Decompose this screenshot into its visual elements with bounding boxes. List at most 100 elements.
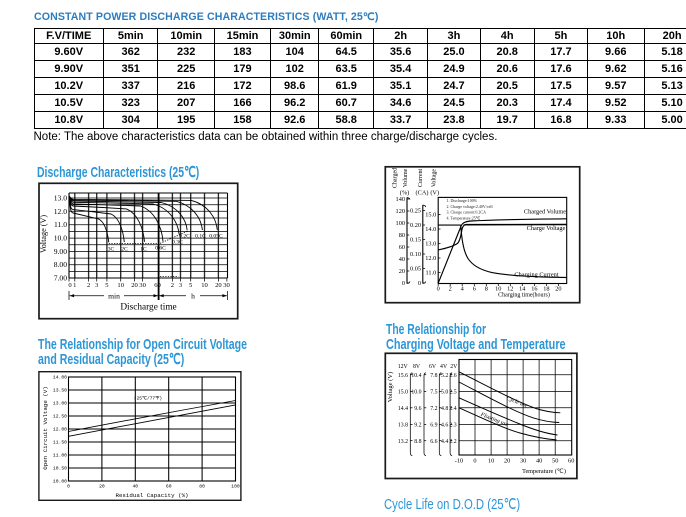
svg-text:8: 8	[485, 285, 488, 292]
svg-text:0.1C: 0.1C	[195, 234, 206, 240]
svg-text:9.00: 9.00	[54, 247, 67, 256]
svg-text:20: 20	[555, 285, 561, 292]
svg-text:1: 1	[73, 282, 76, 289]
svg-text:13.2: 13.2	[398, 439, 408, 445]
svg-text:80: 80	[399, 232, 405, 239]
svg-text:13.00: 13.00	[53, 401, 67, 407]
svg-text:2.3: 2.3	[449, 423, 456, 429]
svg-text:0: 0	[437, 285, 440, 292]
svg-text:11.0: 11.0	[426, 270, 437, 277]
svg-text:14.00: 14.00	[53, 375, 67, 381]
svg-text:15.0: 15.0	[398, 390, 408, 396]
svg-text:60: 60	[166, 484, 172, 490]
svg-text:Charged: Charged	[393, 168, 399, 188]
svg-text:7.00: 7.00	[54, 274, 67, 283]
svg-text:120: 120	[396, 208, 405, 215]
svg-text:0.2C: 0.2C	[179, 234, 190, 240]
svg-text:10.0: 10.0	[411, 390, 421, 396]
svg-text:Charged Volume: Charged Volume	[524, 209, 566, 216]
svg-text:20: 20	[99, 484, 105, 490]
svg-text:13.50: 13.50	[53, 388, 67, 394]
svg-text:9.6: 9.6	[414, 406, 421, 412]
svg-text:10: 10	[495, 285, 501, 292]
svg-text:0.6C: 0.6C	[155, 246, 166, 252]
svg-text:4.4: 4.4	[441, 439, 448, 445]
svg-text:11.0: 11.0	[54, 220, 67, 229]
svg-text:14.4: 14.4	[398, 406, 408, 412]
svg-text:6.9: 6.9	[430, 423, 437, 429]
svg-text:6.6: 6.6	[430, 439, 437, 445]
svg-text:12.00: 12.00	[53, 427, 67, 433]
svg-text:Residual Capacity (%): Residual Capacity (%)	[115, 492, 188, 499]
svg-text:16: 16	[531, 285, 537, 292]
svg-text:15.6: 15.6	[398, 373, 408, 379]
svg-text:0.05: 0.05	[410, 266, 421, 273]
svg-text:6: 6	[473, 285, 476, 292]
svg-text:7.8: 7.8	[430, 373, 437, 379]
svg-text:Floating use: Floating use	[479, 412, 510, 429]
svg-text:0.10: 0.10	[410, 251, 421, 258]
svg-text:min: min	[108, 291, 120, 300]
svg-text:12.50: 12.50	[53, 414, 67, 420]
svg-text:0.15: 0.15	[410, 237, 421, 244]
svg-text:2: 2	[87, 282, 90, 289]
svg-text:Charging Current: Charging Current	[514, 271, 558, 278]
svg-text:140: 140	[396, 196, 405, 203]
svg-text:6V: 6V	[429, 364, 437, 370]
svg-text:Open Circuit Voltage (V): Open Circuit Voltage (V)	[42, 386, 49, 470]
svg-text:4.6: 4.6	[441, 423, 448, 429]
svg-text:(%): (%)	[400, 190, 409, 197]
svg-text:0: 0	[67, 484, 70, 490]
svg-text:0: 0	[68, 282, 72, 289]
svg-text:2C: 2C	[121, 247, 128, 253]
svg-text:12V: 12V	[398, 364, 409, 370]
svg-text:11.50: 11.50	[53, 440, 67, 446]
svg-text:100: 100	[396, 220, 405, 227]
svg-text:10.00: 10.00	[53, 479, 67, 485]
svg-text:4: 4	[461, 285, 465, 292]
svg-text:0.05C: 0.05C	[209, 234, 223, 240]
svg-text:20: 20	[131, 282, 138, 289]
svg-text:0.20: 0.20	[410, 222, 421, 229]
svg-text:2.2: 2.2	[449, 439, 456, 445]
svg-text:0.3C: 0.3C	[172, 240, 183, 246]
svg-text:Voltage: Voltage	[431, 169, 437, 188]
svg-text:0: 0	[418, 280, 421, 287]
svg-text:60: 60	[399, 244, 405, 251]
svg-text:Current: Current	[418, 169, 424, 188]
svg-text:100: 100	[231, 484, 240, 490]
svg-text:2.5: 2.5	[449, 390, 456, 396]
svg-text:-10: -10	[455, 458, 463, 465]
svg-text:5: 5	[189, 282, 193, 289]
svg-text:11.00: 11.00	[53, 453, 67, 459]
svg-text:40: 40	[536, 458, 542, 465]
svg-text:(V): (V)	[430, 190, 439, 197]
svg-text:10.0: 10.0	[54, 234, 67, 243]
svg-text:Charging time(hours): Charging time(hours)	[498, 291, 550, 298]
svg-text:(CA): (CA)	[416, 190, 429, 197]
svg-text:50: 50	[552, 458, 558, 465]
svg-text:13.0: 13.0	[425, 241, 436, 248]
svg-text:20: 20	[399, 268, 405, 275]
svg-text:80: 80	[199, 484, 205, 490]
svg-text:2: 2	[171, 282, 174, 289]
svg-text:12.0: 12.0	[425, 255, 436, 262]
svg-text:h: h	[191, 291, 195, 300]
svg-text:Temperature (℃): Temperature (℃)	[522, 468, 566, 475]
svg-text:(25℃/77℉): (25℃/77℉)	[134, 395, 162, 401]
svg-text:8V: 8V	[413, 364, 421, 370]
svg-text:15.0: 15.0	[425, 212, 436, 219]
svg-text:0: 0	[473, 458, 476, 465]
svg-text:40: 40	[132, 484, 138, 490]
svg-text:40: 40	[399, 256, 405, 263]
svg-text:4. Temperature:25℃: 4. Temperature:25℃	[447, 215, 481, 220]
svg-text:4V: 4V	[440, 364, 448, 370]
svg-text:5: 5	[105, 282, 109, 289]
svg-text:12: 12	[507, 285, 513, 292]
svg-text:4.8: 4.8	[441, 406, 448, 412]
svg-text:2: 2	[449, 285, 452, 292]
svg-text:8.8: 8.8	[414, 439, 421, 445]
svg-text:30: 30	[520, 458, 526, 465]
svg-text:5.2: 5.2	[441, 373, 448, 379]
svg-text:1C: 1C	[140, 247, 147, 253]
